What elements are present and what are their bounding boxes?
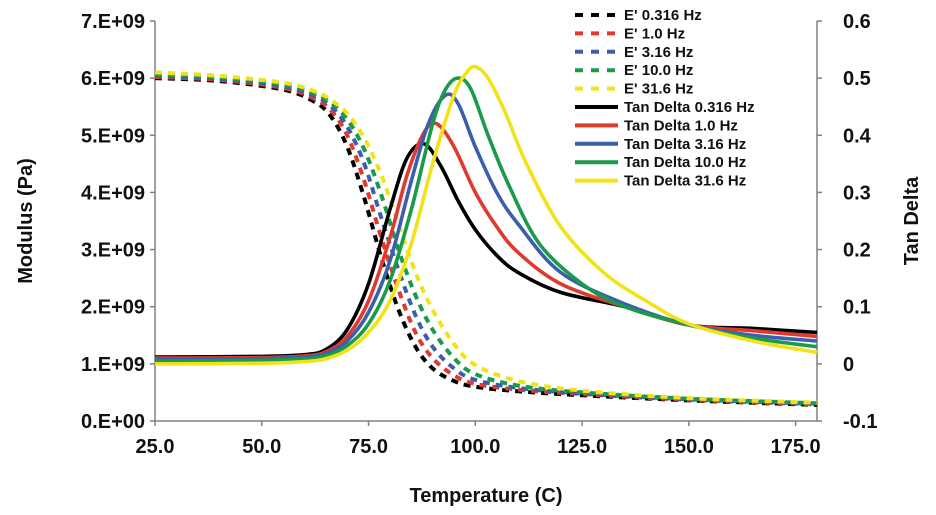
y2-tick-label: 0.2 [843,240,871,262]
y-tick-label: 4.E+09 [81,182,145,204]
y2-tick-label: 0.1 [843,297,871,319]
y2-tick-label: 0.4 [843,125,872,147]
legend-label-7: Tan Delta 3.16 Hz [624,136,746,153]
x-tick-label: 175.0 [771,436,821,458]
x-tick-label: 25.0 [136,436,175,458]
y2-axis-title: Tan Delta [901,176,923,265]
series-line-8 [154,76,818,363]
legend-label-3: E' 10.0 Hz [624,62,693,79]
series-line-7 [154,92,818,362]
legend-label-1: E' 1.0 Hz [624,25,685,42]
y-axis-title: Modulus (Pa) [15,158,37,284]
x-tick-label: 100.0 [450,436,500,458]
y-tick-label: 0.E+00 [81,411,145,433]
legend-label-9: Tan Delta 31.6 Hz [624,173,746,190]
legend: E' 0.316 HzE' 1.0 Hz E' 3.16 HzE' 10.0 Hz… [575,7,755,190]
legend-label-6: Tan Delta 1.0 Hz [624,117,738,134]
y-tick-label: 6.E+09 [81,68,145,90]
series-lines [154,64,818,407]
y-tick-label: 1.E+09 [81,354,145,376]
y-tick-label: 3.E+09 [81,240,145,262]
y-tick-label: 5.E+09 [81,125,145,147]
series-line-3 [154,72,818,406]
ticks: 25.0 50.0 75.0 100.0 125.0 150.0 175.0 0.E+00 1.… [81,11,877,458]
x-tick-label: 50.0 [242,436,281,458]
y2-tick-label: -0.1 [843,411,877,433]
legend-label-8: Tan Delta 10.0 Hz [624,154,746,171]
legend-label-5: Tan Delta 0.316 Hz [624,99,755,116]
y2-tick-label: 0.5 [843,68,871,90]
y2-tick-label: 0 [843,354,854,376]
x-tick-label: 75.0 [349,436,388,458]
x-axis-title: Temperature (C) [410,485,563,507]
legend-label-0: E' 0.316 Hz [624,7,702,24]
x-tick-label: 125.0 [557,436,607,458]
y-tick-label: 2.E+09 [81,297,145,319]
x-tick-label: 150.0 [664,436,714,458]
series-line-9 [154,64,818,366]
y2-tick-label: 0.6 [843,11,871,33]
y-tick-label: 7.E+09 [81,11,145,33]
legend-label-2: E' 3.16 Hz [624,44,693,61]
y2-tick-label: 0.3 [843,182,871,204]
legend-label-4: E' 31.6 Hz [624,81,693,98]
